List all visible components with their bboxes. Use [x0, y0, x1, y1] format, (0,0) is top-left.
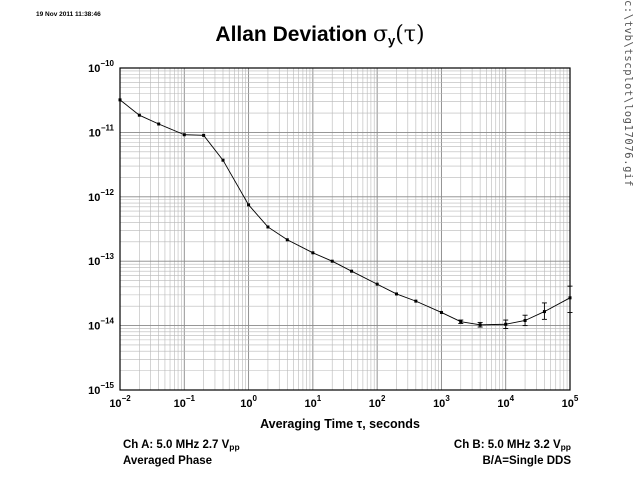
y-tick-label-base: 10 [88, 256, 100, 268]
channel-a-text: Ch A: 5.0 MHz 2.7 V [123, 439, 230, 451]
x-tick-label-exponent: 2 [381, 394, 386, 403]
channel-a-unit-sub: pp [229, 442, 240, 452]
y-tick-label-base: 10 [88, 63, 100, 75]
x-axis-label: Averaging Time τ, seconds [260, 417, 420, 431]
x-tick-label-exponent: 0 [252, 394, 257, 403]
y-tick-label: 10−15 [88, 381, 114, 397]
chart-title-symbol: σ [372, 22, 388, 47]
x-tick-label: 100 [240, 394, 257, 410]
x-tick-label-base: 10 [174, 398, 186, 410]
y-tick-label-base: 10 [88, 192, 100, 204]
x-tick-label-exponent: 1 [317, 394, 322, 403]
file-path-label: c:\tvb\tscplot\log17076.gif [622, 0, 634, 187]
data-point [266, 225, 270, 229]
data-point [247, 203, 251, 207]
series-line [119, 99, 571, 326]
data-point [459, 320, 463, 324]
x-tick-label-base: 10 [433, 398, 445, 410]
data-point [414, 299, 418, 303]
y-tick-label-exponent: −13 [100, 252, 114, 261]
chart-title-arg: (τ) [395, 22, 425, 47]
x-tick-labels: 10−2 10−1 100 101 102 103 104 105 [109, 394, 579, 410]
y-tick-label-exponent: −12 [100, 188, 114, 197]
ratio-mode-label: B/A=Single DDS [482, 455, 571, 467]
chart-title: Allan Deviation σy(τ) [0, 22, 640, 48]
channel-b-unit-sub: pp [560, 442, 571, 452]
data-point [568, 296, 572, 300]
x-tick-label: 103 [433, 394, 450, 410]
y-tick-label: 10−14 [88, 317, 114, 333]
y-tick-label-exponent: −10 [100, 59, 114, 68]
channel-b-text: Ch B: 5.0 MHz 3.2 V [453, 439, 561, 451]
y-tick-label-base: 10 [88, 321, 100, 333]
data-point [182, 133, 186, 137]
x-tick-label: 102 [369, 394, 386, 410]
y-tick-label-exponent: −11 [101, 123, 115, 132]
x-tick-label-base: 10 [562, 398, 574, 410]
data-point [118, 98, 122, 102]
data-point [285, 238, 289, 242]
chart-title-subscript: y [387, 33, 396, 48]
y-tick-label-base: 10 [89, 127, 101, 139]
x-tick-label-base: 10 [109, 398, 121, 410]
y-tick-label-base: 10 [88, 385, 100, 397]
footer-left: Ch A: 5.0 MHz 2.7 Vpp Averaged Phase [123, 438, 240, 468]
footer-right: Ch B: 5.0 MHz 3.2 Vpp B/A=Single DDS [454, 438, 571, 468]
averaging-mode-label: Averaged Phase [123, 455, 213, 467]
data-point [221, 158, 225, 162]
data-point [311, 251, 315, 255]
x-tick-label: 104 [497, 394, 514, 410]
x-tick-label-exponent: 5 [574, 394, 579, 403]
timestamp: 19 Nov 2011 11:38:46 [36, 11, 101, 18]
data-point [504, 322, 508, 326]
y-tick-label-exponent: −15 [100, 381, 114, 390]
y-tick-label: 10−11 [89, 123, 115, 139]
data-point [439, 310, 443, 314]
x-tick-label: 101 [305, 394, 322, 410]
data-point [523, 319, 527, 323]
x-tick-label: 10−2 [109, 394, 131, 410]
x-tick-label-base: 10 [497, 398, 509, 410]
data-point [542, 310, 546, 314]
channel-a-label: Ch A: 5.0 MHz 2.7 Vpp [123, 438, 240, 454]
x-tick-label-exponent: 3 [445, 394, 450, 403]
data-point [330, 259, 334, 263]
data-point [478, 323, 482, 327]
channel-b-label: Ch B: 5.0 MHz 3.2 Vpp [454, 438, 571, 454]
x-tick-label-base: 10 [305, 398, 317, 410]
x-tick-label-exponent: 4 [510, 394, 515, 403]
data-point [350, 269, 354, 273]
x-tick-label: 105 [562, 394, 579, 410]
y-tick-label: 10−10 [88, 59, 114, 75]
x-tick-label-exponent: −2 [122, 394, 132, 403]
x-tick-label-base: 10 [369, 398, 381, 410]
x-tick-label-base: 10 [240, 398, 252, 410]
data-point [394, 292, 398, 296]
x-tick-label-exponent: −1 [186, 394, 196, 403]
plot-grid [120, 68, 570, 390]
data-point [137, 113, 141, 117]
y-tick-label: 10−13 [88, 252, 114, 268]
data-point [157, 122, 161, 126]
data-point [375, 282, 379, 286]
data-point [202, 133, 206, 137]
y-tick-label-exponent: −14 [100, 317, 114, 326]
plot-frame [119, 67, 571, 391]
y-tick-label: 10−12 [88, 188, 114, 204]
x-tick-label: 10−1 [174, 394, 196, 410]
chart-title-text: Allan Deviation [215, 23, 373, 46]
data-series [118, 98, 573, 329]
